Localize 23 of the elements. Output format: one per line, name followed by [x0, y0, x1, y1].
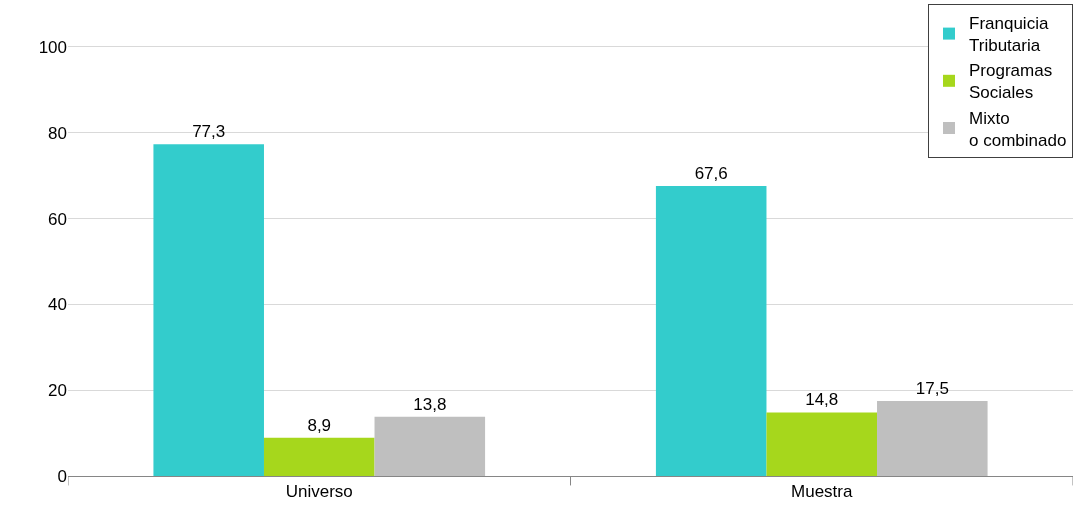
bar: [766, 412, 878, 476]
y-tick-label: 80: [48, 123, 67, 143]
y-tick-label: 20: [48, 381, 67, 401]
x-tick-label: Muestra: [791, 482, 853, 502]
legend-label: Programas Sociales: [969, 61, 1053, 103]
y-tick-label: 0: [57, 466, 67, 486]
data-label: 8,9: [307, 415, 332, 435]
bar: [153, 144, 264, 476]
legend-label: Mixto o combinado: [969, 108, 1067, 150]
data-label: 14,8: [805, 390, 839, 410]
data-label: 17,5: [915, 378, 949, 398]
bar: [374, 416, 486, 476]
bar: [877, 400, 988, 476]
y-tick-label: 60: [48, 209, 67, 229]
data-label: 13,8: [413, 394, 447, 414]
data-label: 67,6: [694, 163, 728, 183]
y-tick-label: 100: [38, 37, 67, 57]
data-label: 77,3: [192, 122, 226, 142]
legend-label: Franquicia Tributaria: [969, 14, 1049, 56]
bar: [263, 437, 375, 476]
x-tick-label: Universo: [285, 482, 353, 502]
y-tick-label: 40: [48, 295, 67, 315]
bar: [655, 185, 767, 476]
